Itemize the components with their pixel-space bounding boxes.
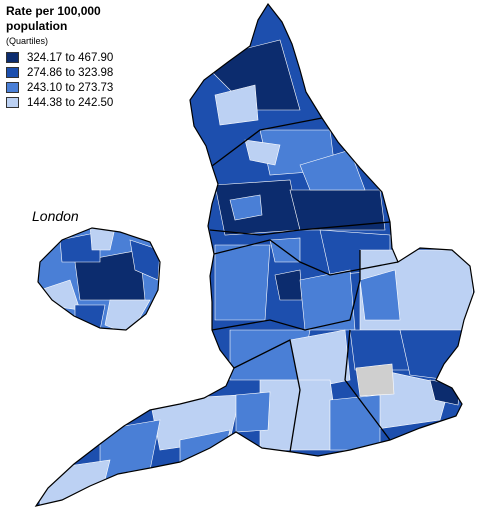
region-border: [233, 339, 301, 453]
legend: Rate per 100,000 population (Quartiles) …: [6, 4, 126, 110]
legend-item: 144.38 to 242.50: [6, 95, 126, 110]
legend-label: 144.38 to 242.50: [27, 96, 114, 109]
region-border: [213, 239, 399, 276]
inset-label: London: [32, 208, 79, 224]
area: [129, 239, 160, 281]
legend-title: Rate per 100,000 population: [6, 4, 101, 33]
legend-item: 274.86 to 323.98: [6, 65, 126, 80]
legend-label: 274.86 to 323.98: [27, 66, 114, 79]
area: [359, 269, 401, 321]
area: [104, 299, 151, 330]
legend-swatch: [6, 82, 19, 93]
area: [214, 244, 271, 321]
region-border: [211, 250, 361, 331]
area: [349, 329, 411, 371]
region-border: [344, 329, 391, 441]
region-border: [211, 117, 323, 167]
area: [74, 304, 106, 330]
area: [355, 363, 395, 397]
london-regions: [38, 228, 160, 330]
legend-item: 243.10 to 273.73: [6, 80, 126, 95]
area: [329, 394, 381, 451]
legend-swatch: [6, 97, 19, 108]
area: [214, 84, 259, 126]
legend-label: 324.17 to 467.90: [27, 51, 114, 64]
legend-swatch: [6, 52, 19, 63]
area: [229, 194, 263, 221]
legend-item: 324.17 to 467.90: [6, 50, 126, 65]
area: [244, 139, 281, 166]
area: [299, 149, 366, 191]
legend-swatch: [6, 67, 19, 78]
region-border: [209, 221, 391, 236]
area: [235, 391, 271, 433]
area: [59, 231, 101, 263]
area: [89, 228, 116, 251]
area: [274, 269, 303, 301]
legend-label: 243.10 to 273.73: [27, 81, 114, 94]
area: [99, 419, 161, 481]
legend-subtitle: (Quartiles): [6, 36, 49, 46]
